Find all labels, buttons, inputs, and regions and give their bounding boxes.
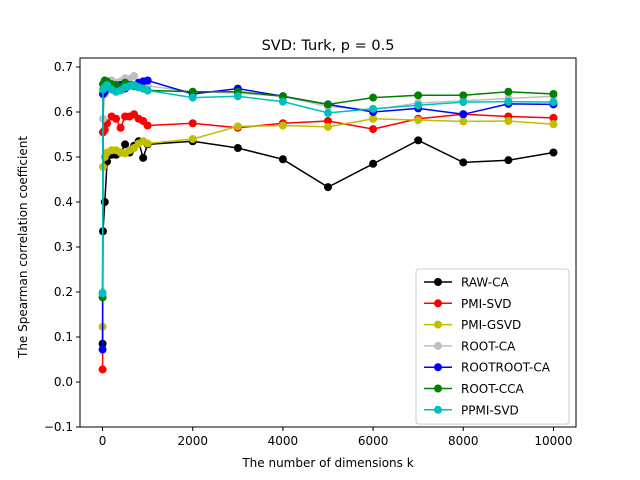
y-tick-label: −0.1	[44, 420, 73, 434]
y-tick-label: 0.5	[54, 150, 73, 164]
axes-frame	[79, 57, 577, 428]
data-point	[549, 113, 558, 122]
y-tick-label: 0.4	[54, 195, 73, 209]
legend-marker	[434, 278, 442, 286]
data-point	[143, 121, 152, 130]
legend-item: PMI-SVD	[424, 297, 512, 311]
y-axis-label: The Spearman correlation coefficient	[16, 136, 30, 359]
data-point	[549, 90, 558, 98]
legend-item: PMI-GSVD	[424, 318, 521, 332]
data-point	[278, 97, 287, 106]
data-point	[98, 289, 107, 298]
legend-label: PMI-SVD	[461, 297, 512, 311]
x-tick-label: 10000	[534, 434, 572, 448]
data-point	[188, 93, 197, 102]
data-point	[188, 87, 197, 96]
data-point	[324, 183, 332, 192]
x-tick-label: 2000	[177, 434, 208, 448]
y-tick-label: 0.6	[54, 105, 73, 119]
legend-marker	[434, 299, 442, 308]
legend-label: ROOT-CCA	[461, 382, 525, 396]
y-tick-label: 0.7	[54, 60, 73, 74]
legend-label: ROOT-CA	[461, 339, 516, 353]
data-point	[459, 158, 468, 167]
data-point	[549, 120, 558, 129]
series-ppmi-svd	[98, 81, 558, 298]
data-point	[278, 155, 287, 164]
legend-marker	[434, 405, 442, 414]
legend-marker	[434, 384, 442, 393]
x-tick-label: 4000	[268, 434, 299, 448]
x-tick-label: 8000	[448, 434, 479, 448]
data-point	[369, 159, 378, 168]
data-point	[369, 104, 378, 113]
data-point	[116, 123, 125, 132]
data-point	[459, 91, 468, 100]
data-point	[278, 121, 287, 130]
data-point	[130, 72, 139, 80]
data-point	[369, 114, 378, 123]
data-point	[414, 136, 423, 145]
legend-item: PPMI-SVD	[424, 403, 519, 417]
data-point	[504, 87, 513, 96]
legend-label: ROOTROOT-CA	[461, 361, 551, 375]
data-point	[98, 345, 107, 354]
legend-marker	[434, 363, 442, 372]
data-point	[324, 122, 332, 131]
data-point	[233, 122, 242, 131]
data-point	[369, 93, 378, 102]
x-tick-label: 6000	[358, 434, 389, 448]
data-point	[504, 97, 513, 106]
legend-label: PPMI-SVD	[461, 403, 519, 417]
data-point	[459, 110, 468, 119]
data-point	[121, 140, 130, 149]
legend-marker	[434, 341, 442, 350]
data-point	[459, 98, 468, 107]
data-point	[233, 92, 242, 101]
data-point	[143, 139, 152, 148]
legend: RAW-CA PMI-SVD PMI-GSVD ROOT-CA ROOTROOT-CA R…	[415, 268, 570, 425]
plot-area: 0 2000 4000 6000 8000 10000 −0.1 0.0 0.1 0.2 0.3 0.…	[44, 57, 577, 448]
data-point	[324, 117, 332, 125]
y-tick-label: 0.2	[54, 285, 73, 299]
data-point	[143, 86, 152, 95]
data-point	[324, 100, 332, 109]
data-point	[188, 135, 197, 143]
y-tick-label: 0.3	[54, 240, 73, 254]
data-point	[143, 76, 152, 85]
legend-label: PMI-GSVD	[461, 318, 521, 332]
data-point	[100, 198, 109, 206]
y-tick-label: 0.0	[54, 375, 73, 389]
chart-title: SVD: Turk, p = 0.5	[262, 38, 395, 54]
x-tick-label: 0	[99, 434, 107, 448]
data-point	[112, 114, 121, 123]
data-point	[369, 125, 378, 134]
legend-item: ROOT-CCA	[424, 382, 525, 396]
legend-item: RAW-CA	[424, 276, 509, 290]
series-line	[101, 139, 554, 344]
data-point	[414, 116, 423, 125]
data-point	[139, 153, 148, 162]
legend-item: ROOT-CA	[424, 339, 516, 353]
x-axis-label: The number of dimensions k	[241, 456, 413, 470]
data-point	[98, 365, 107, 374]
y-tick-label: 0.1	[54, 330, 73, 344]
data-point	[504, 117, 513, 125]
data-point	[414, 91, 423, 100]
data-point	[459, 117, 468, 126]
data-point	[549, 148, 558, 157]
data-point	[414, 101, 423, 110]
legend-label: RAW-CA	[461, 276, 509, 290]
legend-marker	[434, 320, 442, 329]
data-point	[549, 98, 558, 107]
data-point	[188, 119, 197, 128]
data-point	[504, 156, 513, 165]
data-point	[233, 144, 242, 152]
legend-box	[415, 268, 570, 425]
data-point	[324, 108, 332, 117]
legend-item: ROOTROOT-CA	[424, 361, 551, 375]
